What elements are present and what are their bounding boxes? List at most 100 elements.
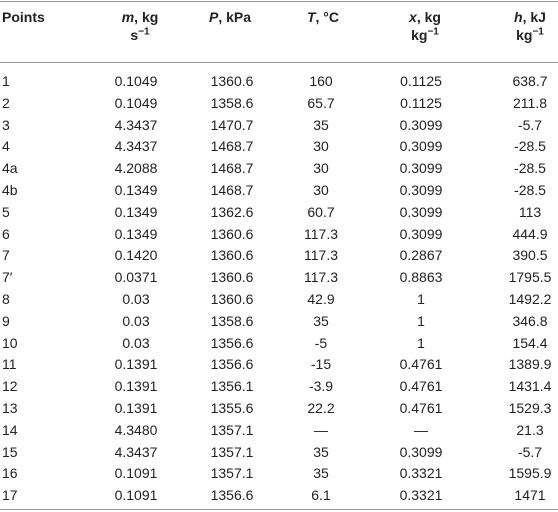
table-cell: 1468.7 [210, 138, 254, 155]
table-cell: 211.8 [513, 94, 547, 111]
table-cell: 4.2088 [114, 160, 158, 177]
point-label: 12 [2, 378, 18, 395]
table-cell: 21.3 [516, 421, 544, 438]
table-cell: 0.4761 [399, 356, 443, 373]
table-cell: 0.3099 [399, 160, 443, 177]
table-cell: 0.3099 [399, 116, 443, 133]
point-label: 2 [2, 94, 10, 111]
table-cell: 0.1420 [114, 247, 158, 264]
table-cell: 1360.6 [210, 225, 254, 242]
table-cell: 0.1391 [114, 356, 158, 373]
header-symbol: T [306, 9, 316, 25]
header-unit: , kPa [218, 9, 252, 25]
table-cell: 0.03 [122, 312, 150, 329]
header-unit-line2: kg [516, 27, 533, 43]
header-unit: , kg [416, 9, 441, 25]
header-cell: x, kg kg−1 [409, 8, 441, 44]
table-cell: 1468.7 [210, 160, 254, 177]
point-label: 7′ [2, 269, 13, 286]
table-cell: 0.1391 [114, 378, 158, 395]
table-cell: -3.9 [308, 378, 334, 395]
header-cell: P, kPa [209, 8, 251, 26]
table-cell: 346.8 [512, 312, 548, 329]
point-label: 16 [2, 465, 18, 482]
table-cell: 0.4761 [399, 400, 443, 416]
table-cell: 1356.6 [210, 356, 254, 373]
point-label: 7 [2, 247, 10, 264]
table-cell: 6.1 [311, 487, 331, 504]
table-cell: 390.5 [512, 247, 548, 264]
header-unit-exponent: −1 [138, 26, 150, 38]
table-cell: 30 [313, 138, 329, 155]
table-cell: -15 [310, 356, 332, 373]
header-symbol: m [121, 9, 135, 25]
point-label: 1 [2, 73, 10, 89]
table-cell: 1 [417, 312, 425, 329]
point-label: 13 [2, 400, 18, 416]
point-label: 5 [2, 203, 10, 220]
point-label: 9 [2, 312, 10, 329]
header-unit: , kg [134, 9, 159, 25]
table-cell: 1355.6 [210, 400, 254, 416]
header-unit-line2: kg [411, 27, 428, 43]
table-cell: 1356.6 [210, 334, 254, 351]
table-cell: 0.3099 [399, 203, 443, 220]
table-cell: 0.2867 [399, 247, 443, 264]
table-cell: 638.7 [512, 73, 548, 89]
table-cell: 444.9 [512, 225, 548, 242]
header-rule [0, 62, 558, 63]
table-cell: 1595.9 [508, 465, 552, 482]
table-cell: 1356.6 [210, 487, 254, 504]
table-cell: 1357.1 [210, 465, 254, 482]
table-cell: 30 [313, 160, 329, 177]
table-cell: 117.3 [304, 247, 338, 264]
table-cell: 1356.1 [210, 378, 254, 395]
table-cell: 1360.6 [210, 269, 254, 286]
point-label: 8 [2, 291, 10, 307]
table-cell: 160 [309, 73, 333, 89]
table-cell: 65.7 [307, 94, 335, 111]
table-cell: 4.3437 [114, 443, 158, 460]
table-cell: 4.3480 [114, 421, 158, 438]
table-cell: 117.3 [304, 269, 338, 286]
header-symbol: x [409, 9, 417, 25]
header-cell: Points [2, 8, 45, 26]
header-symbol: P [208, 9, 219, 25]
table-cell: 0.3099 [399, 182, 443, 198]
table-cell: 22.2 [307, 400, 335, 416]
header-unit: , kJ [522, 9, 546, 25]
table-cell: 35 [313, 312, 329, 329]
table-cell: 0.1349 [114, 203, 158, 220]
point-label: 6 [2, 225, 10, 242]
table-cell: 1795.5 [508, 269, 552, 286]
point-label: 4b [2, 182, 18, 198]
header-unit-exponent: −1 [427, 26, 439, 38]
table-cell: — [314, 421, 328, 438]
header-unit-line2: s [130, 27, 139, 43]
table-cell: 0.1125 [400, 73, 442, 89]
table-cell: 1357.1 [210, 421, 254, 438]
table-cell: 0.3321 [399, 465, 443, 482]
bottom-rule [0, 509, 558, 510]
table-cell: — [414, 421, 428, 438]
table-cell: 35 [313, 465, 329, 482]
header-text: Points [2, 9, 45, 25]
table-cell: 154.4 [512, 334, 548, 351]
table-cell: 1468.7 [210, 182, 254, 198]
table-cell: 1389.9 [508, 356, 552, 373]
table-cell: 4.3437 [114, 138, 158, 155]
table-cell: 1362.6 [210, 203, 254, 220]
table-cell: -5 [314, 334, 328, 351]
point-label: 4a [2, 160, 18, 177]
table-cell: 30 [313, 182, 329, 198]
table-cell: -28.5 [514, 160, 546, 177]
table-cell: 1529.3 [508, 400, 552, 416]
table-cell: 1492.2 [508, 291, 552, 307]
table-cell: 1357.1 [210, 443, 254, 460]
header-unit-exponent: −1 [532, 26, 544, 38]
point-label: 4 [2, 138, 10, 155]
header-unit: , °C [315, 9, 340, 25]
point-label: 15 [2, 443, 18, 460]
top-rule [0, 1, 558, 2]
